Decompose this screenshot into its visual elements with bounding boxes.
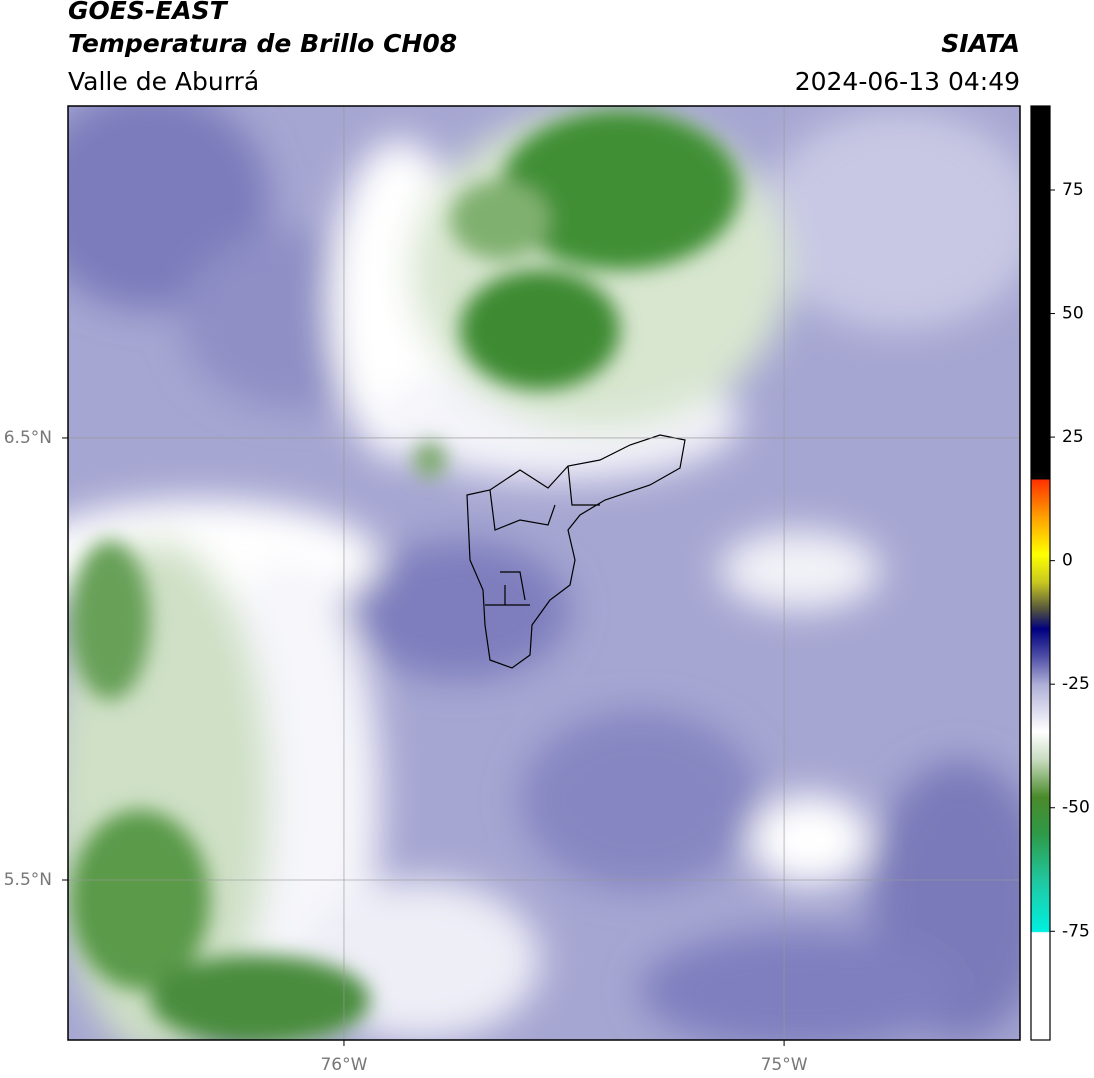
colorbar-tick-label: 0 (1062, 551, 1073, 571)
grid (68, 106, 1020, 1040)
subtitle: Temperatura de Brillo CH08 (68, 29, 457, 58)
colorbar-tick-label: -75 (1062, 921, 1090, 941)
source: SIATA (941, 29, 1020, 58)
x-tick-label: 76°W (320, 1055, 367, 1075)
y-tick-label: 6.5°N (4, 428, 52, 448)
colorbar-tick-label: 50 (1062, 304, 1084, 324)
valley-boundary (466, 434, 686, 669)
map-field (68, 106, 1020, 1040)
y-tick-label: 5.5°N (4, 870, 52, 890)
title: GOES-EAST (68, 0, 229, 25)
colorbar-tick-label: -50 (1062, 798, 1090, 818)
colorbar-tick-label: 75 (1062, 180, 1084, 200)
region: Valle de Aburrá (68, 67, 259, 96)
x-tick-label: 75°W (761, 1055, 808, 1075)
colorbar-tick-label: 25 (1062, 427, 1084, 447)
timestamp: 2024-06-13 04:49 (795, 67, 1020, 96)
colorbar (1030, 105, 1051, 1041)
colorbar-tick-label: -25 (1062, 674, 1090, 694)
map-frame (67, 105, 1021, 1041)
